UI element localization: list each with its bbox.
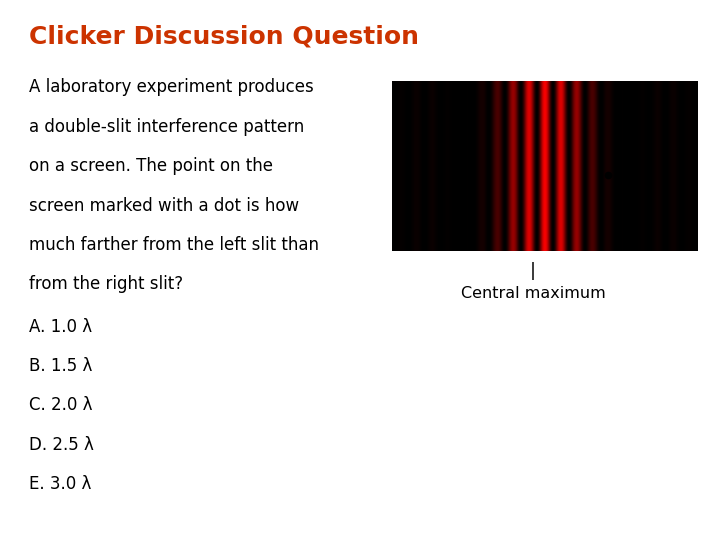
Text: a double-slit interference pattern: a double-slit interference pattern: [29, 118, 304, 136]
Text: screen marked with a dot is how: screen marked with a dot is how: [29, 197, 299, 214]
Text: Clicker Discussion Question: Clicker Discussion Question: [29, 24, 419, 48]
Text: Central maximum: Central maximum: [461, 286, 606, 301]
Text: D. 2.5 λ: D. 2.5 λ: [29, 436, 94, 454]
Text: |: |: [530, 262, 536, 280]
Text: E. 3.0 λ: E. 3.0 λ: [29, 475, 91, 493]
Text: on a screen. The point on the: on a screen. The point on the: [29, 157, 273, 175]
Text: A laboratory experiment produces: A laboratory experiment produces: [29, 78, 313, 96]
Text: much farther from the left slit than: much farther from the left slit than: [29, 236, 319, 254]
Text: A. 1.0 λ: A. 1.0 λ: [29, 318, 92, 335]
Text: from the right slit?: from the right slit?: [29, 275, 183, 293]
Text: B. 1.5 λ: B. 1.5 λ: [29, 357, 92, 375]
Text: C. 2.0 λ: C. 2.0 λ: [29, 396, 92, 414]
